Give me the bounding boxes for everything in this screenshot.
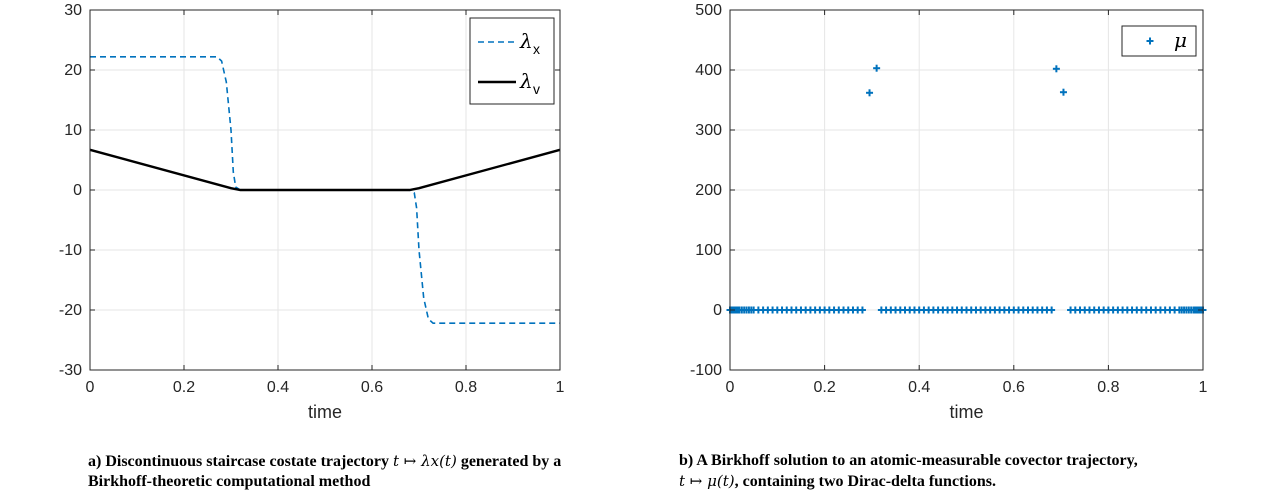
x-tick-label: 1 (556, 379, 565, 396)
caption-a: a) Discontinuous staircase costate traje… (88, 451, 624, 492)
x-tick-label: 0.8 (1097, 379, 1119, 396)
legend-label-mu: μ (1174, 28, 1187, 52)
x-tick-label: 0.6 (1003, 379, 1025, 396)
y-tick-label: -10 (59, 242, 82, 259)
caption-b: b) A Birkhoff solution to an atomic-meas… (679, 451, 1269, 492)
y-tick-label: 400 (695, 62, 722, 79)
x-axis-label: time (949, 402, 983, 422)
legend-label-x: λ (519, 29, 533, 53)
y-tick-label: 30 (64, 2, 82, 19)
x-axis-label: time (308, 402, 342, 422)
y-tick-label: 100 (695, 242, 722, 259)
legend-label-v: λ (519, 69, 533, 93)
data-point-spike (1052, 65, 1060, 73)
y-tick-label: 500 (695, 2, 722, 19)
caption-a-math: t ↦ λx(t) (392, 452, 457, 470)
y-tick-label: 20 (64, 62, 82, 79)
data-point-spike (866, 89, 874, 97)
legend-subscript-x: x (533, 41, 540, 57)
caption-b-math: t ↦ μ(t) (679, 472, 735, 490)
y-tick-label: -30 (59, 362, 82, 379)
x-tick-label: 0 (726, 379, 735, 396)
x-tick-label: 1 (1199, 379, 1208, 396)
caption-a-text-after: generated by a Birkhoff-theoretic comput… (88, 453, 562, 490)
legend-box (1121, 25, 1197, 57)
y-tick-label: -100 (690, 362, 722, 379)
x-tick-label: 0.2 (813, 379, 835, 396)
x-tick-label: 0 (86, 379, 95, 396)
data-point-zero (1048, 306, 1056, 314)
x-tick-label: 0.4 (908, 379, 930, 396)
data-point-zero (858, 306, 866, 314)
series-line-v (89, 148, 561, 192)
data-point-spike (873, 64, 881, 72)
caption-b-text-before: b) A Birkhoff solution to an atomic-meas… (679, 452, 1138, 469)
y-tick-label: 0 (73, 182, 82, 199)
legend-subscript-v: v (533, 81, 540, 97)
legend-box (469, 17, 555, 105)
y-tick-label: 200 (695, 182, 722, 199)
x-tick-label: 0.2 (173, 379, 195, 396)
x-tick-label: 0.6 (361, 379, 383, 396)
x-tick-label: 0.4 (267, 379, 289, 396)
y-tick-label: 10 (64, 122, 82, 139)
caption-b-text-after: , containing two Dirac-delta functions. (734, 473, 996, 490)
y-tick-label: 0 (713, 302, 722, 319)
y-tick-label: -20 (59, 302, 82, 319)
y-tick-label: 300 (695, 122, 722, 139)
data-point-spike (1059, 88, 1067, 96)
caption-a-text-before: a) Discontinuous staircase costate traje… (88, 453, 393, 470)
x-tick-label: 0.8 (455, 379, 477, 396)
